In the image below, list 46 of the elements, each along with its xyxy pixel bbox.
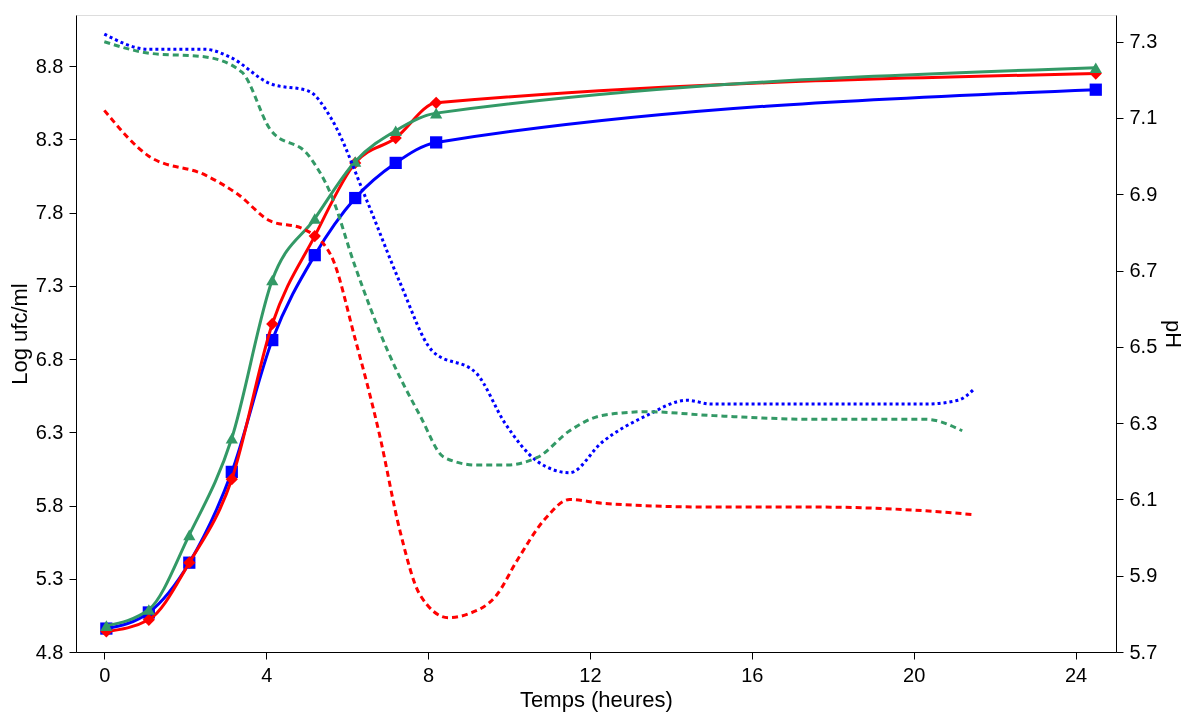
- point: [430, 107, 443, 119]
- point: [266, 317, 279, 331]
- point: [225, 473, 238, 486]
- x-tick-label: 0: [99, 663, 111, 686]
- x-tick-label: 24: [1064, 663, 1088, 686]
- y-tick-label: 6.3: [35, 420, 64, 443]
- x-tick-label: 12: [579, 663, 602, 686]
- point: [349, 191, 362, 205]
- y-tick-label: 8.3: [35, 127, 64, 150]
- point: [1089, 62, 1102, 74]
- x-axis-title: Temps (heures): [520, 686, 673, 712]
- point: [389, 156, 402, 170]
- y2-tick-label: 5.9: [1129, 564, 1158, 587]
- point: [183, 529, 196, 541]
- y-tick-label: 5.8: [35, 494, 64, 517]
- y2-tick-label: 6.5: [1129, 335, 1158, 358]
- y-tick-label: 7.8: [35, 201, 64, 224]
- x-tick-label: 8: [423, 663, 435, 686]
- y2-tick-label: 5.7: [1129, 640, 1158, 663]
- y-tick-label: 7.3: [35, 274, 64, 297]
- point: [308, 213, 321, 224]
- y2-tick-label: 6.9: [1129, 182, 1158, 205]
- y2-axis-title: pH: [1161, 319, 1187, 349]
- y2-tick-label: 6.3: [1129, 411, 1158, 434]
- y-tick-label: 4.8: [35, 640, 64, 663]
- point: [100, 620, 113, 631]
- y2-tick-label: 7.3: [1129, 30, 1158, 53]
- y2-tick-label: 7.1: [1129, 106, 1158, 129]
- point: [266, 274, 279, 286]
- point: [389, 125, 402, 136]
- point: [308, 249, 321, 262]
- x-tick-label: 16: [741, 663, 764, 686]
- x-tick-label: 20: [903, 663, 926, 686]
- point: [142, 604, 155, 615]
- point: [1089, 83, 1102, 96]
- point: [142, 613, 155, 626]
- y-tick-label: 6.8: [35, 347, 64, 370]
- y-axis-title: Log ufc/ml: [6, 283, 32, 385]
- point: [430, 136, 443, 149]
- point: [225, 432, 238, 444]
- y2-tick-label: 6.7: [1129, 259, 1158, 282]
- y-tick-label: 5.3: [35, 567, 64, 590]
- point: [430, 96, 443, 109]
- y-tick-label: 8.8: [35, 54, 64, 77]
- x-tick-label: 4: [261, 663, 273, 686]
- y2-tick-label: 6.1: [1129, 487, 1158, 510]
